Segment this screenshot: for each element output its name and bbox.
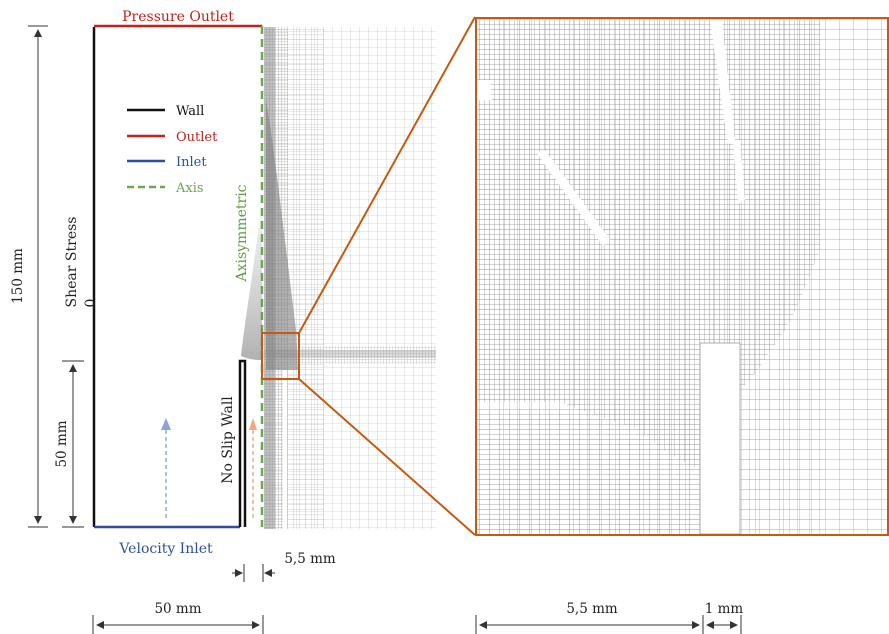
mesh-overview bbox=[261, 27, 436, 529]
legend-label-outlet: Outlet bbox=[176, 130, 218, 145]
inlet-flow-arrowhead bbox=[161, 418, 171, 430]
legend: Wall Outlet Inlet Axis bbox=[127, 104, 218, 196]
shear-stress-label: Shear Stress bbox=[64, 217, 80, 308]
zoom-region-box bbox=[261, 332, 300, 380]
dim-total-height: 150 mm bbox=[10, 248, 26, 304]
dimension-lines bbox=[28, 25, 742, 634]
mesh-zoom-detail bbox=[475, 17, 889, 536]
dim-zoom-gap: 5,5 mm bbox=[566, 601, 618, 617]
pressure-outlet-label: Pressure Outlet bbox=[122, 9, 234, 25]
shear-stress-value: 0 bbox=[83, 299, 99, 308]
legend-label-inlet: Inlet bbox=[176, 155, 207, 170]
no-slip-wall-label: No Slip Wall bbox=[220, 396, 236, 484]
jet-flow-arrowhead bbox=[249, 418, 257, 430]
axisymmetric-label: Axisymmetric bbox=[234, 184, 250, 282]
dim-gap-width: 5,5 mm bbox=[284, 551, 336, 567]
legend-label-axis: Axis bbox=[175, 181, 204, 196]
legend-label-wall: Wall bbox=[176, 104, 204, 119]
velocity-inlet-label: Velocity Inlet bbox=[118, 541, 213, 557]
boundary-schematic: Pressure Outlet Velocity Inlet Shear Str… bbox=[64, 9, 264, 557]
dim-zoom-wall: 1 mm bbox=[705, 601, 744, 617]
zoom-frame bbox=[475, 17, 889, 536]
dim-domain-width: 50 mm bbox=[154, 601, 201, 617]
zoom-wall-block bbox=[699, 342, 741, 535]
no-slip-wall-line bbox=[238, 359, 247, 527]
jet-plume bbox=[241, 200, 262, 360]
dim-lower-height: 50 mm bbox=[54, 420, 70, 467]
zoom-connectors bbox=[298, 16, 476, 536]
